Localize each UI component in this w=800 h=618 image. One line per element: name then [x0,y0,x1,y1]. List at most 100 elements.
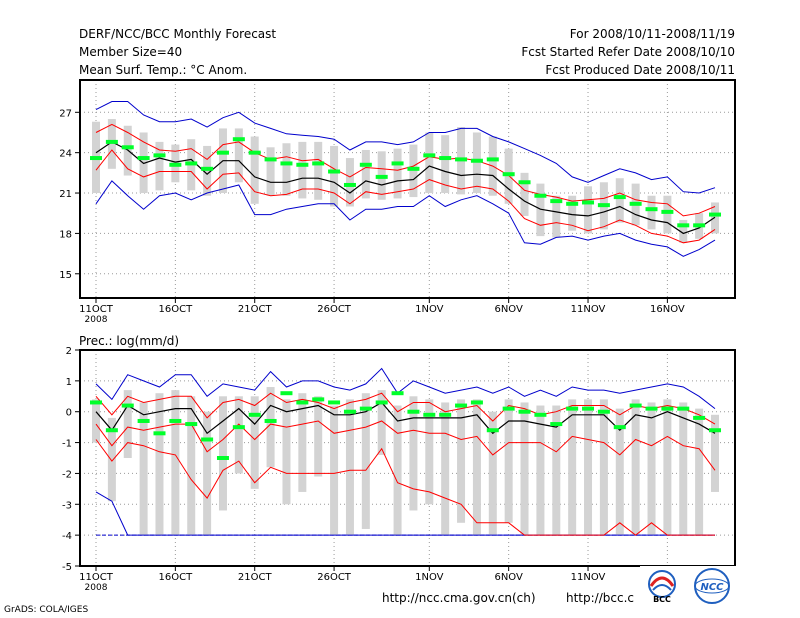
ensemble-bar [218,396,227,511]
ensemble-bar [266,387,275,468]
ensemble-bar [504,399,513,523]
median-marker [645,207,658,212]
median-marker [534,193,547,198]
median-marker [709,428,721,433]
median-marker [169,418,182,423]
median-marker [216,456,229,460]
median-marker [280,391,293,396]
precip-panel: -5 -4 -3 -2 -1 0 1 2 11OCT 16OCT 21OCT 26OCT 1NOV 6NO… [62,346,736,593]
ensemble-bar [599,399,608,536]
median-marker [645,406,658,411]
median-marker [201,437,214,442]
plot-frame [79,79,736,299]
ensemble-bar [314,396,323,477]
median-marker [582,406,595,411]
median-marker [693,415,706,420]
ensemble-bar [409,396,418,511]
ensemble-bar [393,148,402,199]
y-tick-label: 15 [59,270,72,281]
median-marker [423,153,436,158]
median-marker [677,406,690,411]
median-marker [343,409,356,414]
median-marker [423,412,436,417]
y-tick-label: -4 [62,531,72,542]
median-marker [137,418,150,423]
ensemble-bar [472,399,481,536]
ensemble-bar [663,399,672,536]
median-marker [486,157,499,162]
median-marker [566,406,579,411]
median-marker [328,400,341,405]
ensemble-bar [203,145,212,196]
ensemble-bar [647,402,656,536]
ensemble-bar [663,195,672,234]
median-marker [216,150,229,155]
median-marker [613,425,626,430]
median-marker [375,174,388,179]
median-marker [232,425,245,430]
median-marker [407,166,420,171]
median-marker [693,223,706,228]
y-tick-label: 1 [66,377,72,388]
median-marker [105,428,118,433]
bcc-logo-text: BCC [653,595,671,604]
plot-frame [79,349,736,567]
temperature-panel: 15 18 21 24 27 11OCT 16OCT 21OCT 26OCT 1NOV 6NOV 11… [59,79,736,325]
median-marker [597,409,610,414]
ensemble-bar [584,186,593,234]
x-year-label: 2008 [85,583,108,593]
median-marker [312,161,325,166]
ensemble-bar [552,405,561,536]
member-size: Member Size=40 [79,45,182,59]
ncc-url[interactable]: http://ncc.cma.gov.cn(ch) [382,591,536,605]
median-marker [470,400,483,405]
ensemble-bar [504,148,513,204]
ensemble-bar [425,399,434,505]
ensemble-bar [155,393,164,536]
band-line-upper [95,392,716,425]
median-marker [121,403,134,408]
ensemble-bar [107,417,116,502]
ensemble-bar [409,144,418,198]
ensemble-bar [234,128,243,183]
median-marker [550,422,563,427]
y-tick-label: -2 [62,469,72,480]
median-marker [455,403,468,408]
band-line-lower [95,420,716,471]
ensemble-bar [139,402,148,536]
ensemble-bar [171,390,180,536]
ensemble-bar [711,414,719,492]
median-marker [359,162,372,167]
median-marker [90,156,102,161]
ensemble-bar [187,396,196,536]
forecast-period: For 2008/10/11-2008/11/19 [570,27,735,41]
median-marker [137,156,150,161]
x-tick-label: 16OCT [159,572,194,583]
precip-panel-title: Prec.: log(mm/d) [79,334,179,348]
median-marker [328,169,341,174]
median-marker [550,199,563,204]
ensemble-bar [282,143,291,196]
x-tick-label: 16OCT [159,304,194,315]
median-marker [534,412,547,417]
x-tick-label: 21OCT [238,304,273,315]
envelope-line-low [95,180,716,257]
median-marker [296,400,309,405]
x-year-label: 2008 [85,315,108,325]
median-marker [391,391,404,396]
ensemble-bar [361,393,370,529]
median-marker [169,162,182,167]
ensemble-bar [568,195,577,231]
median-marker [661,406,674,411]
y-tick-label: 2 [66,346,72,357]
ensemble-bar [536,183,545,237]
ensemble-bar [345,399,354,536]
median-marker [407,409,420,414]
median-marker [264,418,277,423]
median-marker [185,422,198,427]
median-marker [613,195,626,200]
median-marker [566,201,579,206]
bcc-url[interactable]: http://bcc.c [566,591,634,605]
ensemble-bar [282,399,291,505]
ensemble-bar [123,390,132,458]
